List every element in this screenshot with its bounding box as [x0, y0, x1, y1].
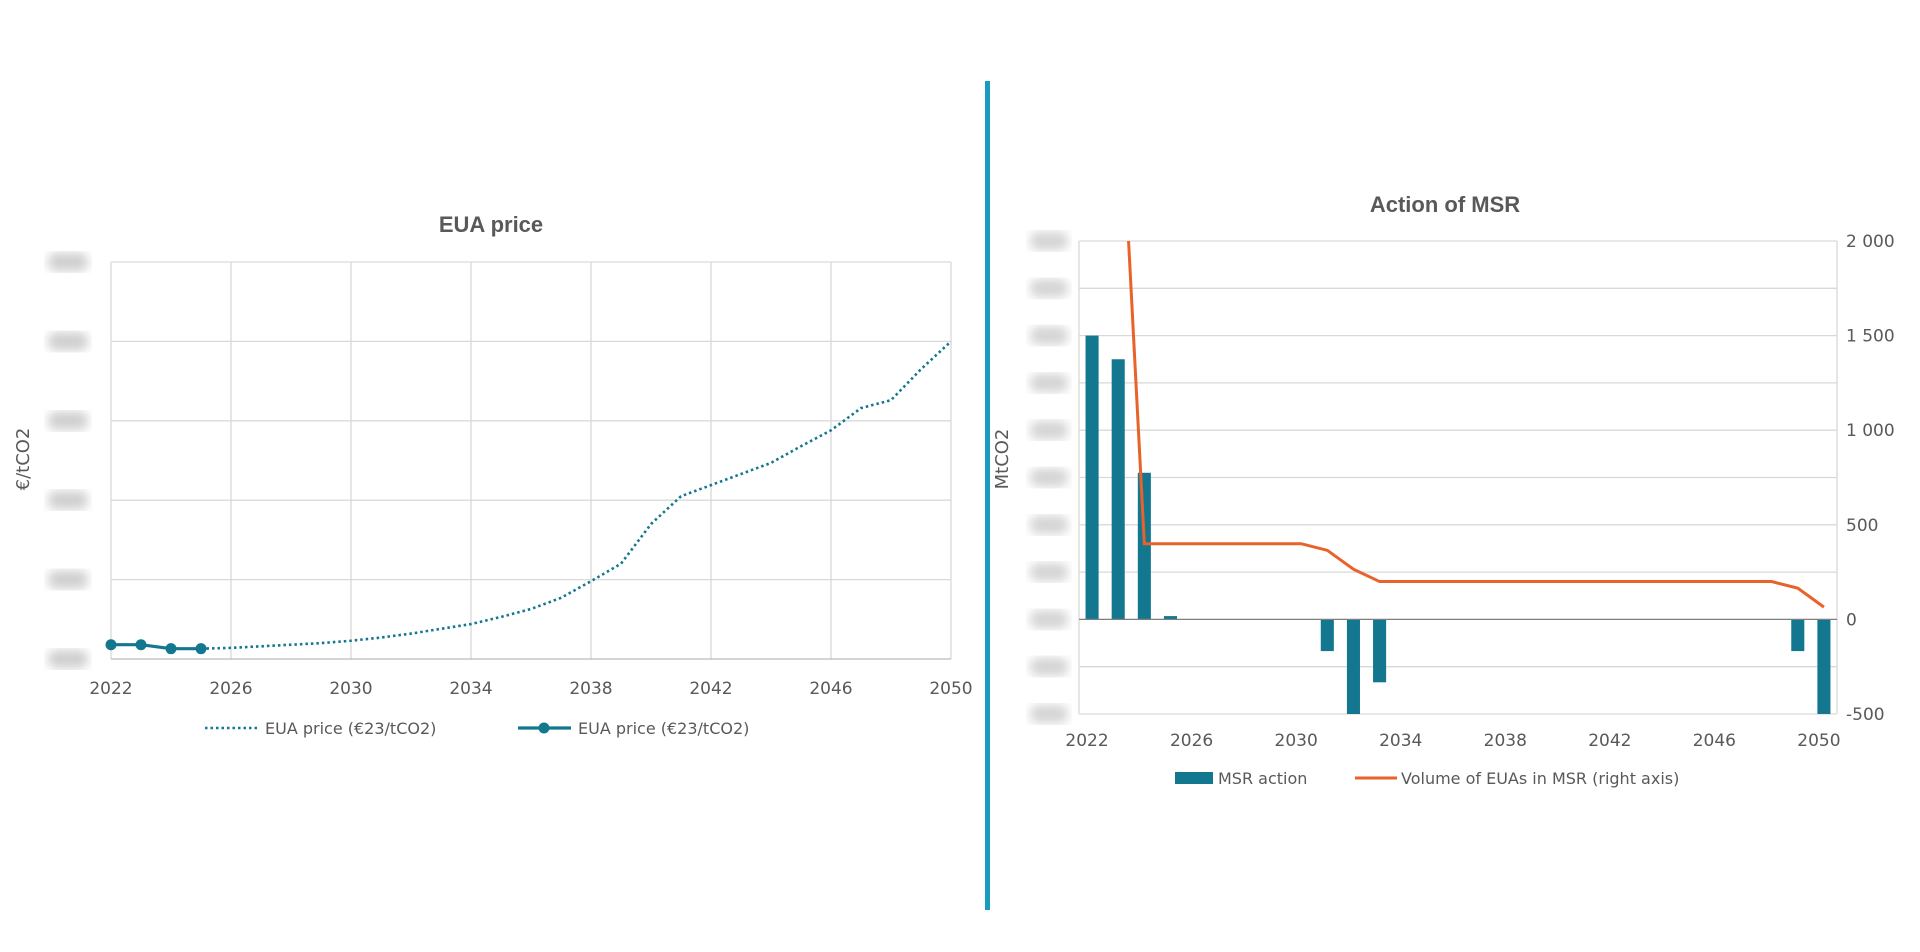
x-tick-label: 2050: [929, 679, 972, 699]
bar: [1137, 472, 1151, 620]
x-tick-label: 2022: [1065, 731, 1108, 751]
chart-title: Action of MSR: [1370, 192, 1520, 217]
right-tick-label: 0: [1846, 610, 1857, 630]
left-tick-label-blurred: [1030, 279, 1068, 298]
right-tick-label: 2 000: [1846, 232, 1895, 252]
right-tick-label: 500: [1846, 516, 1878, 536]
bar: [1320, 619, 1334, 652]
left-tick-label-blurred: [1030, 563, 1068, 582]
y-axis-label: €/tCO2: [13, 428, 34, 491]
x-tick-label: 2038: [569, 679, 612, 699]
left-tick-label-blurred: [1030, 326, 1068, 345]
x-tick-label: 2026: [209, 679, 252, 699]
left-tick-label-blurred: [1030, 515, 1068, 534]
data-point: [195, 643, 207, 655]
left-tick-label-blurred: [1030, 373, 1068, 392]
left-tick-label-blurred: [1030, 232, 1068, 250]
y-tick-label-blurred: [48, 411, 88, 430]
legend-label: MSR action: [1218, 769, 1307, 788]
y-axis-label: MtCO2: [992, 429, 1013, 490]
bar: [1373, 619, 1387, 683]
msr-action-chart: Action of MSR MtCO2 -500 0 500 1 000 1 500 2 …: [992, 192, 1895, 788]
right-tick-label: -500: [1846, 705, 1885, 725]
x-tick-label: 2030: [329, 679, 372, 699]
bar: [1346, 619, 1360, 714]
x-tick-label: 2050: [1797, 731, 1840, 751]
legend-label: Volume of EUAs in MSR (right axis): [1401, 769, 1679, 788]
left-tick-label-blurred: [1030, 468, 1068, 487]
data-point: [105, 639, 117, 651]
x-tick-label: 2034: [449, 679, 492, 699]
bar: [1791, 619, 1805, 652]
legend-label: EUA price (€23/tCO2): [265, 719, 436, 738]
legend-swatch-bar: [1175, 772, 1213, 784]
series-line-historical: [111, 643, 201, 651]
bar: [1817, 619, 1831, 714]
x-tick-label: 2030: [1275, 731, 1318, 751]
y-tick-label-blurred: [48, 570, 88, 589]
legend-marker: [538, 722, 550, 734]
x-tick-label: 2046: [809, 679, 852, 699]
data-point: [165, 643, 177, 655]
x-tick-label: 2038: [1484, 731, 1527, 751]
y-tick-label-blurred: [48, 491, 88, 510]
x-tick-label: 2022: [89, 679, 132, 699]
series-line-msr-volume: [1127, 241, 1825, 609]
right-tick-label: 1 500: [1846, 327, 1895, 347]
chart-title: EUA price: [439, 212, 543, 237]
x-tick-label: 2042: [1588, 731, 1631, 751]
left-tick-label-blurred: [1030, 610, 1068, 629]
right-tick-label: 1 000: [1846, 421, 1895, 441]
data-point: [135, 639, 147, 651]
x-tick-label: 2026: [1170, 731, 1213, 751]
legend-label: EUA price (€23/tCO2): [578, 719, 749, 738]
y-tick-label-blurred: [48, 650, 88, 668]
x-tick-label: 2042: [689, 679, 732, 699]
bar: [1111, 359, 1125, 620]
series-line-projected: [200, 340, 952, 650]
y-tick-label-blurred: [48, 332, 88, 351]
eua-price-chart: EUA price €/tCO2 2022 2026 2030 2034 2038 204…: [13, 212, 973, 738]
bar: [1163, 616, 1178, 620]
panel-divider: [985, 81, 990, 910]
y-tick-label-blurred: [48, 253, 88, 271]
x-tick-label: 2046: [1693, 731, 1736, 751]
x-tick-label: 2034: [1379, 731, 1422, 751]
left-tick-label-blurred: [1030, 657, 1068, 676]
left-tick-label-blurred: [1030, 705, 1068, 723]
bar: [1085, 335, 1099, 620]
left-tick-label-blurred: [1030, 421, 1068, 440]
